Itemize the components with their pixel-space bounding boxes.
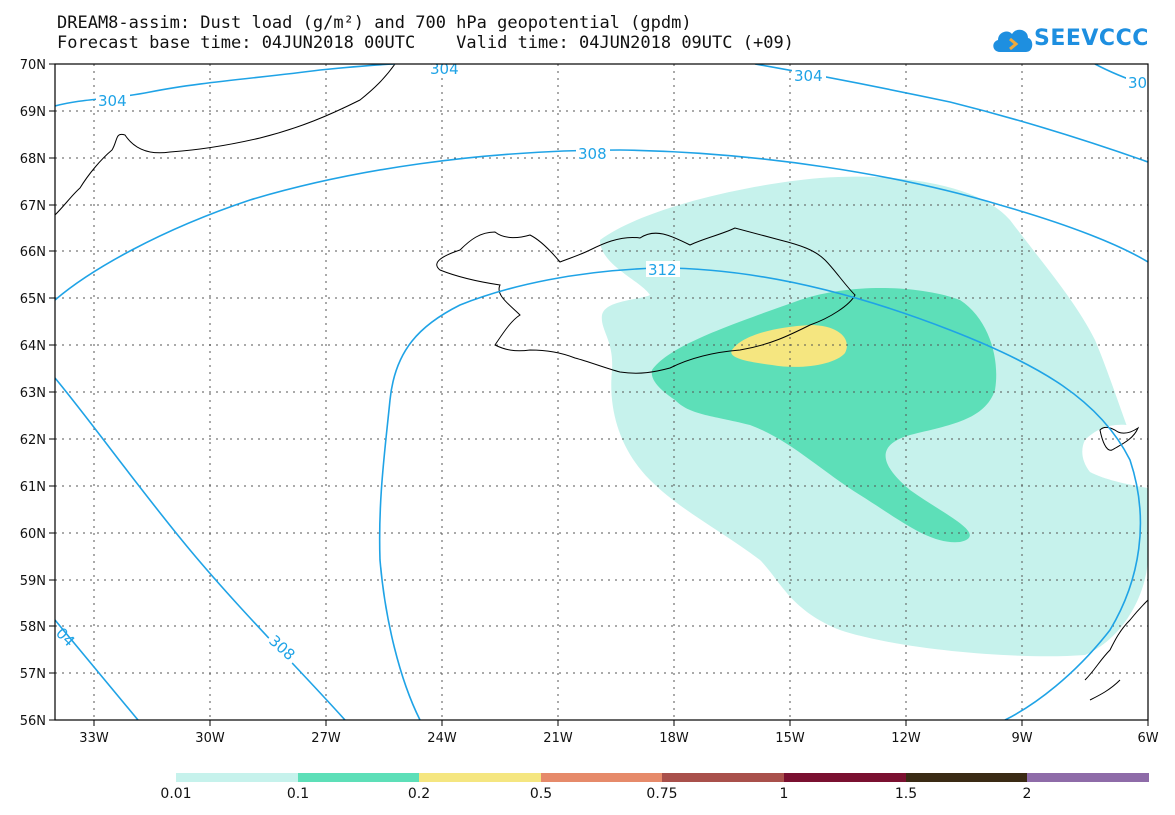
colorbar-label: 0.75 [646, 786, 678, 802]
lat-label: 60N [20, 527, 46, 542]
iceland-coast [436, 227, 856, 374]
colorbar-swatch [1027, 773, 1149, 782]
lat-label: 62N [20, 433, 46, 448]
contour-308-top [55, 149, 1148, 301]
contour-label-304-ne: 304 [794, 67, 823, 85]
latitude-labels: 70N 69N 68N 67N 66N 65N 64N 63N 62N 61N … [20, 58, 46, 729]
coastlines [55, 64, 1148, 701]
contour-304-sw [55, 619, 139, 720]
contour-308-sw [55, 377, 346, 720]
contour-label-30-right: 30 [1128, 74, 1147, 92]
lon-label: 18W [659, 731, 689, 746]
lon-label: 9W [1011, 731, 1032, 746]
lat-label: 65N [20, 292, 46, 307]
seevccc-logo: SEEVCCC [990, 22, 1160, 58]
colorbar-label: 2 [1022, 786, 1032, 802]
lat-label: 61N [20, 480, 46, 495]
lat-label: 64N [20, 339, 46, 354]
lon-label: 30W [195, 731, 225, 746]
colorbar-label: 0.1 [286, 786, 310, 802]
lat-label: 66N [20, 245, 46, 260]
contour-312 [378, 267, 1142, 720]
contour-label-304-top: 304 [430, 60, 459, 78]
lon-label: 6W [1137, 731, 1158, 746]
dust-gap [1082, 424, 1148, 488]
colorbar-swatch [419, 773, 541, 782]
lat-label: 58N [20, 620, 46, 635]
greenland-coast [55, 64, 396, 216]
faroe-coast [1099, 426, 1140, 451]
colorbar-label: 1.5 [894, 786, 918, 802]
colorbar-swatch [541, 773, 662, 782]
lon-label: 33W [79, 731, 109, 746]
colorbar-label: 0.2 [407, 786, 431, 802]
lat-label: 57N [20, 667, 46, 682]
lat-label: 70N [20, 58, 46, 73]
lat-label: 63N [20, 386, 46, 401]
lon-label: 24W [427, 731, 457, 746]
map-title: DREAM8-assim: Dust load (g/m²) and 700 h… [57, 13, 692, 33]
colorbar-label: 0.5 [529, 786, 553, 802]
lat-label: 59N [20, 574, 46, 589]
colorbar [176, 773, 1149, 782]
colorbar-swatch [784, 773, 906, 782]
longitude-labels: 33W 30W 27W 24W 21W 18W 15W 12W 9W 6W [79, 731, 1158, 746]
contour-label-308-top: 308 [578, 145, 607, 163]
dust-area-level3 [731, 325, 847, 367]
contour-label-304-nw: 304 [98, 92, 127, 110]
colorbar-label: 0.01 [160, 786, 192, 802]
lat-label: 68N [20, 152, 46, 167]
colorbar-swatch [662, 773, 784, 782]
lat-label: 67N [20, 199, 46, 214]
contour-label-04: 04 [52, 624, 78, 650]
colorbar-label: 1 [779, 786, 789, 802]
lon-label: 21W [543, 731, 573, 746]
colorbar-swatch [176, 773, 298, 782]
map-subtitle: Forecast base time: 04JUN2018 00UTC Vali… [57, 33, 794, 53]
lat-label: 69N [20, 105, 46, 120]
colorbar-swatch [906, 773, 1027, 782]
scotland-coast [1084, 599, 1148, 701]
lon-label: 15W [775, 731, 805, 746]
cloud-icon [993, 29, 1033, 52]
contour-label-312: 312 [648, 261, 677, 279]
logo-text: SEEVCCC [1034, 26, 1149, 51]
map-content: 304 304 304 30 308 312 308 04 [52, 60, 1148, 720]
lon-label: 27W [311, 731, 341, 746]
lat-label: 56N [20, 714, 46, 729]
axis-ticks [49, 63, 1149, 726]
graticule [55, 64, 1148, 720]
colorbar-swatch [298, 773, 419, 782]
lon-label: 12W [891, 731, 921, 746]
